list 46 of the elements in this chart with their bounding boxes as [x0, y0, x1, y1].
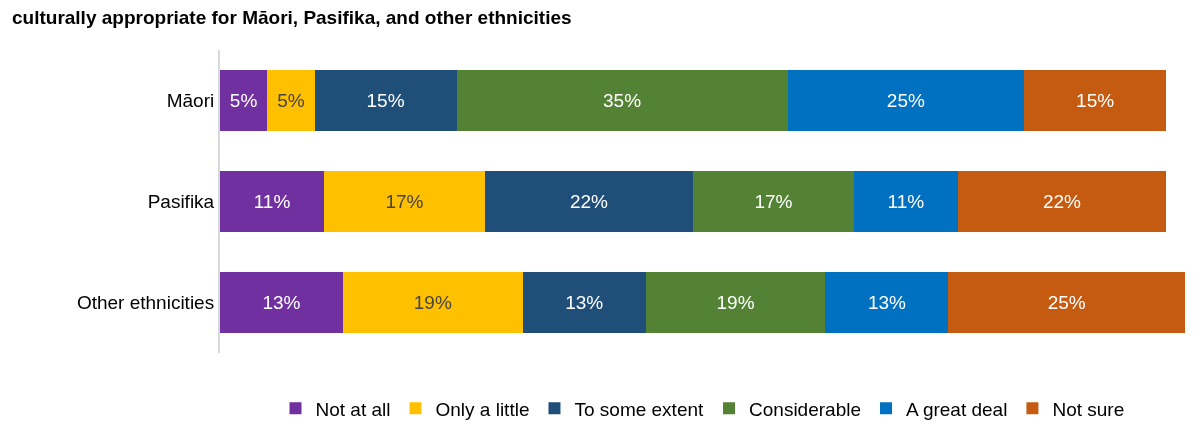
bar [948, 272, 1185, 333]
data-label: 19% [716, 292, 755, 313]
bar [825, 272, 949, 333]
bar [324, 171, 485, 232]
data-label: 17% [385, 191, 424, 212]
data-label: 5% [277, 90, 305, 111]
bar [342, 272, 523, 333]
legend-label: Not sure [1052, 398, 1125, 420]
bar [957, 171, 1167, 232]
y-tick-label: Other ethnicities [76, 292, 215, 314]
bar [484, 171, 694, 232]
data-label: 13% [262, 292, 301, 313]
data-label: 13% [565, 292, 604, 313]
data-label: 13% [867, 292, 907, 313]
legend-label: A great deal [906, 398, 1008, 420]
data-label: 22% [1042, 191, 1082, 212]
legend-label: Only a little [435, 398, 530, 420]
data-label: 22% [569, 191, 609, 212]
data-label: 19% [413, 292, 452, 313]
y-tick-label: Māori [166, 90, 215, 112]
bar [220, 171, 325, 232]
bar [456, 70, 788, 131]
data-label: 17% [754, 191, 793, 212]
bar [645, 272, 826, 333]
legend-label: Considerable [749, 398, 861, 420]
y-tick-label: Pasifika [147, 191, 215, 213]
bar [522, 272, 646, 333]
bar [267, 70, 315, 131]
data-label: 25% [886, 90, 925, 111]
data-label: 25% [1047, 292, 1086, 313]
bar [220, 70, 268, 131]
bar [693, 171, 854, 232]
data-label: 15% [366, 90, 405, 111]
bar [853, 171, 958, 232]
data-label: 35% [603, 90, 642, 111]
data-label: 5% [229, 90, 258, 111]
chart-title: culturally appropriate for Māori, Pasifika, and other ethnicities [12, 7, 572, 29]
bar [1024, 70, 1167, 131]
bar [787, 70, 1025, 131]
legend-label: To some extent [574, 398, 705, 420]
data-label: 11% [887, 191, 925, 212]
bar [314, 70, 457, 131]
data-label: 15% [1076, 90, 1115, 111]
bar [220, 272, 343, 333]
data-label: 11% [253, 191, 291, 212]
legend-label: Not at all [315, 398, 391, 420]
